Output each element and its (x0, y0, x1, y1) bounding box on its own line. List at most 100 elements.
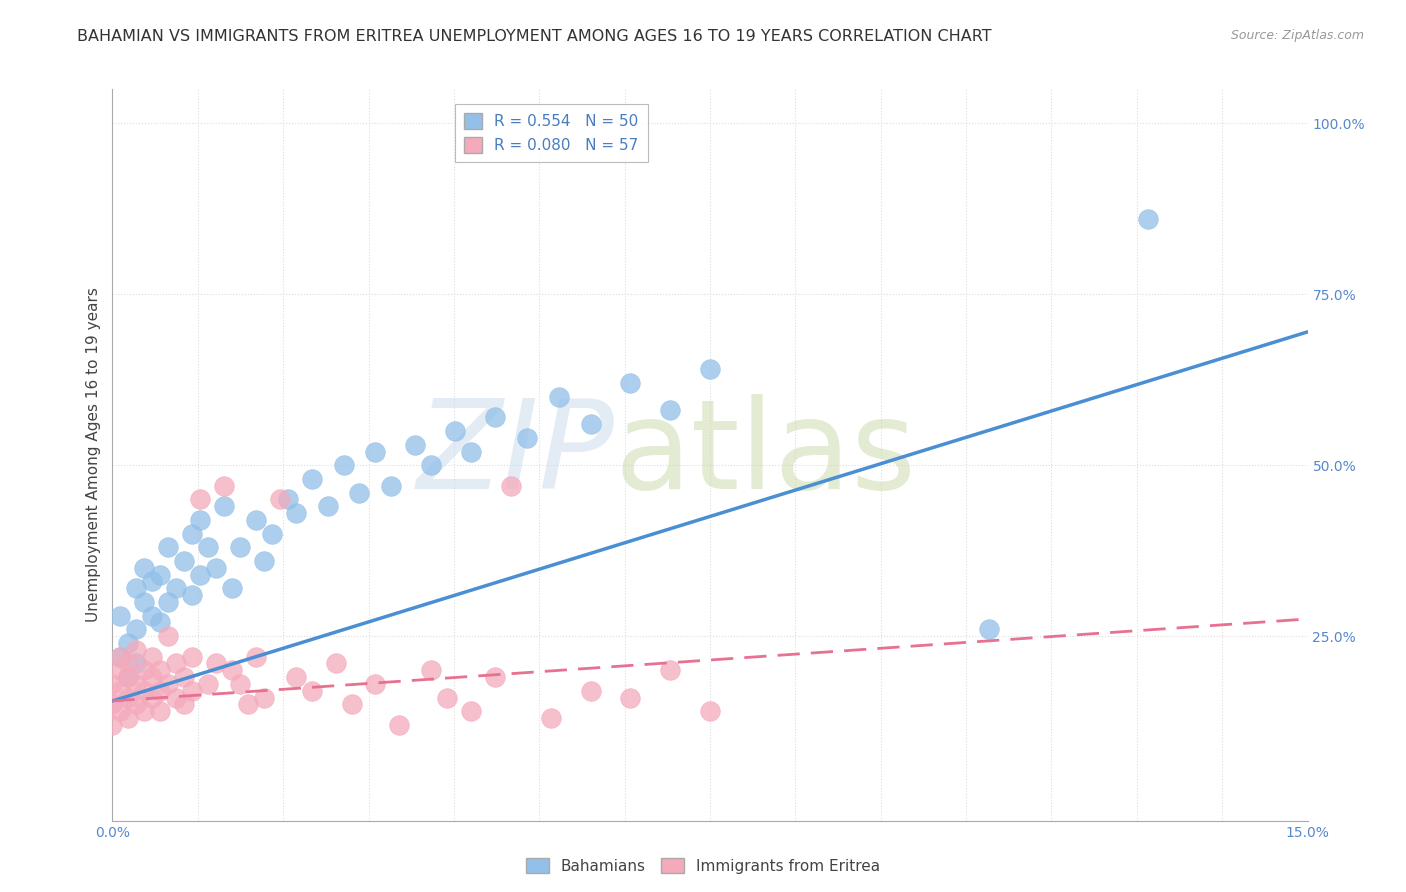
Point (420, 663, 443, 677)
Point (444, 424, 467, 438)
Point (117, 636, 139, 650)
Point (349, 485, 371, 500)
Point (188, 513, 211, 527)
Point (277, 492, 299, 507)
Point (149, 663, 172, 677)
Y-axis label: Unemployment Among Ages 16 to 19 years: Unemployment Among Ages 16 to 19 years (86, 287, 101, 623)
Point (181, 526, 204, 541)
Point (101, 698, 124, 712)
Point (484, 670, 506, 684)
Point (181, 683, 204, 698)
Point (659, 663, 682, 677)
Point (157, 540, 180, 554)
Point (236, 698, 259, 712)
Point (340, 698, 363, 712)
Point (141, 649, 163, 664)
Point (125, 581, 148, 595)
Point (301, 472, 323, 486)
Point (101, 677, 124, 691)
Point (110, 704, 132, 718)
Point (699, 704, 721, 718)
Point (181, 649, 204, 664)
Text: atlas: atlas (614, 394, 917, 516)
Point (245, 649, 267, 664)
Point (388, 718, 411, 732)
Point (134, 560, 156, 574)
Point (157, 629, 180, 643)
Point (579, 417, 602, 432)
Point (540, 711, 562, 725)
Point (165, 581, 187, 595)
Point (157, 595, 180, 609)
Point (134, 595, 156, 609)
Point (141, 670, 163, 684)
Point (134, 663, 156, 677)
Point (117, 711, 139, 725)
Point (117, 657, 139, 671)
Text: Source: ZipAtlas.com: Source: ZipAtlas.com (1230, 29, 1364, 43)
Point (659, 403, 682, 417)
Point (619, 376, 641, 391)
Point (221, 663, 243, 677)
Point (149, 615, 172, 630)
Point (316, 499, 339, 513)
Point (110, 683, 132, 698)
Point (245, 513, 267, 527)
Point (229, 540, 252, 554)
Point (149, 567, 172, 582)
Point (205, 657, 228, 671)
Point (117, 670, 139, 684)
Point (436, 690, 458, 705)
Point (125, 622, 148, 636)
Point (699, 362, 721, 376)
Point (125, 642, 148, 657)
Point (205, 560, 228, 574)
Point (173, 698, 195, 712)
Point (229, 677, 252, 691)
Point (499, 478, 522, 492)
Point (188, 492, 211, 507)
Point (141, 574, 163, 589)
Point (197, 677, 219, 691)
Point (420, 458, 443, 472)
Point (149, 704, 172, 718)
Point (269, 492, 291, 507)
Point (212, 499, 235, 513)
Legend: Bahamians, Immigrants from Eritrea: Bahamians, Immigrants from Eritrea (520, 852, 886, 880)
Point (141, 608, 163, 623)
Point (484, 410, 506, 425)
Point (134, 704, 156, 718)
Point (117, 670, 139, 684)
Point (260, 526, 283, 541)
Point (619, 690, 641, 705)
Point (110, 608, 132, 623)
Point (579, 683, 602, 698)
Point (117, 690, 139, 705)
Point (364, 677, 387, 691)
Point (101, 718, 124, 732)
Point (253, 554, 276, 568)
Point (332, 458, 354, 472)
Point (125, 698, 148, 712)
Point (212, 478, 235, 492)
Point (173, 670, 195, 684)
Legend: R = 0.554   N = 50, R = 0.080   N = 57: R = 0.554 N = 50, R = 0.080 N = 57 (454, 104, 648, 162)
Point (221, 581, 243, 595)
Point (141, 690, 163, 705)
Point (301, 683, 323, 698)
Point (165, 657, 187, 671)
Point (977, 622, 1000, 636)
Text: BAHAMIAN VS IMMIGRANTS FROM ERITREA UNEMPLOYMENT AMONG AGES 16 TO 19 YEARS CORRE: BAHAMIAN VS IMMIGRANTS FROM ERITREA UNEM… (77, 29, 993, 45)
Point (460, 704, 482, 718)
Point (188, 567, 211, 582)
Point (125, 677, 148, 691)
Point (404, 438, 426, 452)
Point (110, 649, 132, 664)
Point (380, 478, 402, 492)
Point (149, 683, 172, 698)
Point (197, 540, 219, 554)
Point (181, 588, 204, 602)
Point (516, 431, 538, 445)
Point (325, 657, 347, 671)
Point (157, 677, 180, 691)
